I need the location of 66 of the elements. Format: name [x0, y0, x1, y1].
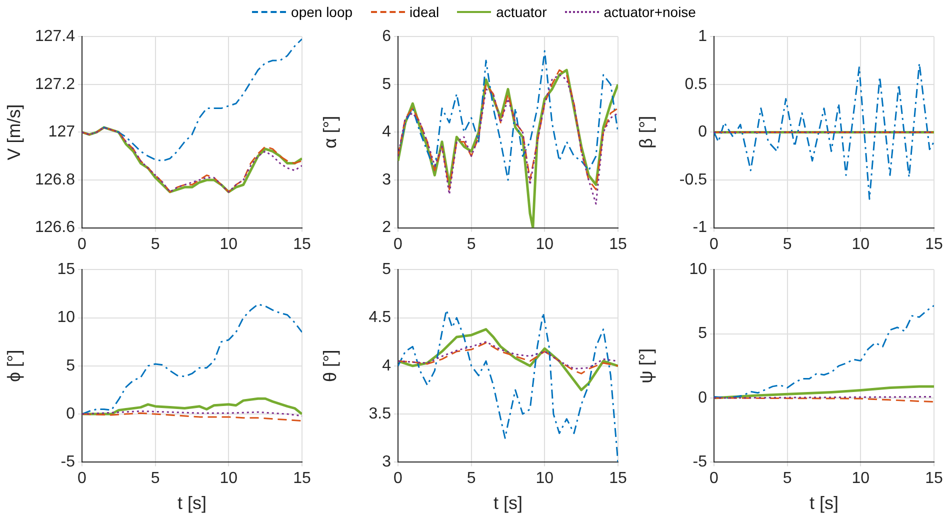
y-tick-label: 0 [698, 389, 708, 406]
x-tick-label: 15 [609, 236, 627, 253]
y-tick-label: 5 [66, 357, 76, 374]
y-tick-label: 127 [48, 124, 76, 141]
x-tick-label: 10 [852, 470, 870, 488]
y-tick-label: 2 [382, 219, 392, 236]
y-tick-label: 5 [382, 261, 392, 278]
x-tick-label: 0 [394, 470, 403, 488]
y-tick-label: 3 [382, 171, 392, 188]
x-tick-label: 10 [852, 236, 870, 253]
y-axis-title: β [°] [636, 116, 656, 148]
y-tick-label: 5 [382, 76, 392, 93]
x-axis-title: t [s] [493, 493, 523, 514]
x-tick-label: 0 [710, 236, 719, 253]
y-tick-label: -5 [692, 454, 708, 471]
y-tick-label: 3.5 [368, 405, 392, 422]
y-tick-label: 4 [382, 124, 392, 141]
y-axis-title: θ [°] [320, 350, 340, 382]
y-tick-label: 6 [382, 28, 392, 46]
y-axis-title: V [m/s] [4, 104, 24, 160]
y-tick-label: 4 [382, 357, 392, 374]
y-tick-label: 15 [57, 261, 76, 278]
legend-label: open loop [291, 4, 353, 20]
y-tick-label: 127.4 [34, 28, 76, 46]
x-axis-title: t [s] [809, 493, 839, 514]
x-tick-label: 0 [710, 470, 719, 488]
x-axis-title: t [s] [177, 493, 207, 514]
y-tick-label: 0 [66, 405, 76, 422]
x-tick-label: 0 [78, 236, 87, 253]
legend-label: ideal [410, 4, 440, 20]
y-tick-label: 5 [698, 325, 708, 342]
x-tick-label: 15 [925, 236, 943, 253]
y-axis-title: α [°] [320, 116, 340, 149]
x-tick-label: 10 [536, 236, 554, 253]
y-tick-label: 1 [698, 28, 708, 46]
y-tick-label: -0.5 [679, 171, 708, 188]
y-axis-title: ψ [°] [636, 348, 656, 384]
y-tick-label: 10 [689, 261, 708, 278]
y-axis-title: ϕ [°] [4, 350, 24, 382]
legend-label: actuator [496, 4, 547, 20]
y-tick-label: 4.5 [368, 309, 392, 326]
x-tick-label: 0 [78, 470, 87, 488]
y-tick-label: 10 [57, 309, 76, 326]
x-tick-label: 5 [782, 236, 792, 253]
y-tick-label: 127.2 [34, 76, 76, 93]
x-tick-label: 15 [925, 470, 943, 488]
y-tick-label: -5 [60, 454, 76, 471]
x-tick-label: 5 [466, 470, 476, 488]
x-tick-label: 15 [293, 236, 311, 253]
y-tick-label: 126.6 [34, 219, 76, 236]
y-tick-label: 0 [698, 124, 708, 141]
x-tick-label: 5 [466, 236, 476, 253]
x-tick-label: 0 [394, 236, 403, 253]
y-tick-label: -1 [692, 219, 708, 236]
legend-label: actuator+noise [604, 4, 696, 20]
y-tick-label: 126.8 [34, 171, 76, 188]
x-tick-label: 10 [220, 470, 238, 488]
x-tick-label: 5 [782, 470, 792, 488]
x-tick-label: 15 [609, 470, 627, 488]
x-tick-label: 5 [150, 236, 160, 253]
x-tick-label: 10 [220, 236, 238, 253]
x-tick-label: 10 [536, 470, 554, 488]
y-tick-label: 0.5 [684, 76, 708, 93]
y-tick-label: 3 [382, 454, 392, 471]
x-tick-label: 15 [293, 470, 311, 488]
x-tick-label: 5 [150, 470, 160, 488]
